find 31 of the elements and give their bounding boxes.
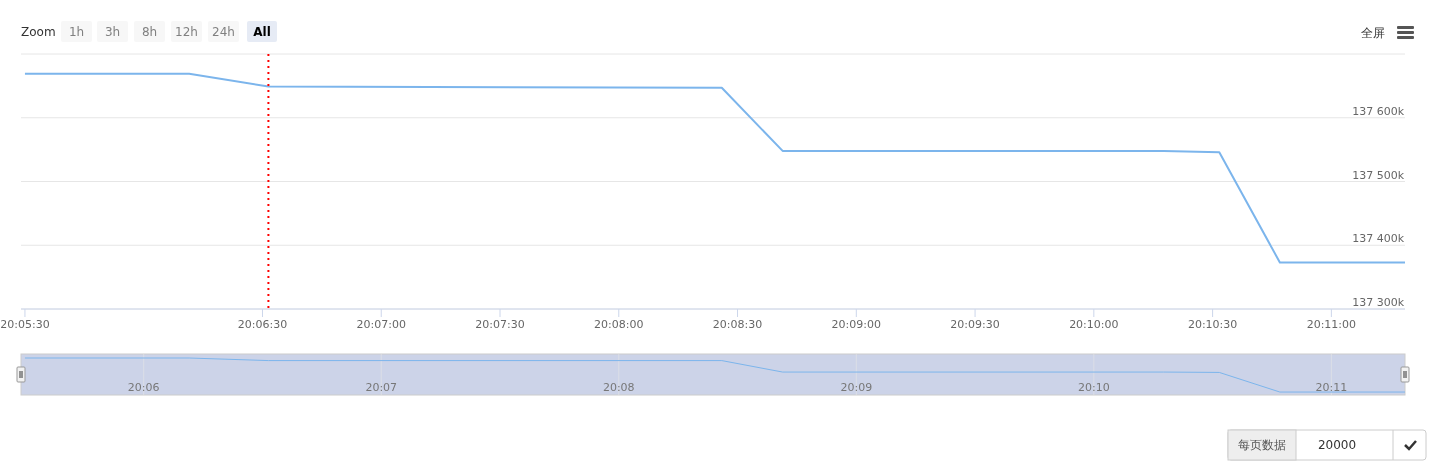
x-tick-label: 20:11 bbox=[1315, 381, 1348, 394]
text: 20000 bbox=[1317, 438, 1357, 452]
text: 每页数据 bbox=[1238, 438, 1286, 452]
text: 3h bbox=[104, 25, 121, 39]
x-tick-label: 20:06 bbox=[127, 381, 160, 394]
text: 12h bbox=[175, 25, 198, 39]
x-tick-label: 20:08 bbox=[602, 381, 635, 394]
text: All bbox=[253, 25, 271, 39]
x-tick-label: 20:10:00 bbox=[1069, 318, 1119, 331]
text: 全屏 bbox=[1361, 26, 1385, 40]
x-tick-label: 20:07:00 bbox=[356, 318, 406, 331]
y-tick-label: 137 400k bbox=[1352, 232, 1405, 246]
x-tick-label: 20:08:30 bbox=[712, 318, 763, 331]
x-tick-label: 20:09:30 bbox=[950, 318, 1000, 331]
text: Zoom bbox=[21, 25, 56, 39]
x-tick-label: 20:10 bbox=[1077, 381, 1110, 394]
text: 8h bbox=[141, 25, 158, 39]
x-tick-label: 20:09 bbox=[840, 381, 873, 394]
x-tick-label: 20:07 bbox=[365, 381, 398, 394]
x-tick-label: 20:11:00 bbox=[1306, 318, 1357, 331]
x-tick-label: 20:06:30 bbox=[237, 318, 288, 331]
text: 1h bbox=[68, 25, 85, 39]
x-tick-label: 20:09:00 bbox=[831, 318, 882, 331]
x-tick-label: 20:10:30 bbox=[1187, 318, 1238, 331]
x-tick-label: 20:08:00 bbox=[594, 318, 644, 331]
x-tick-label: 20:05:30 bbox=[0, 318, 50, 331]
y-tick-label: 137 600k bbox=[1352, 104, 1405, 118]
y-tick-label: 137 500k bbox=[1352, 168, 1405, 182]
x-tick-label: 20:07:30 bbox=[475, 318, 525, 331]
y-tick-label: 137 300k bbox=[1352, 296, 1405, 309]
text: 24h bbox=[212, 25, 235, 39]
